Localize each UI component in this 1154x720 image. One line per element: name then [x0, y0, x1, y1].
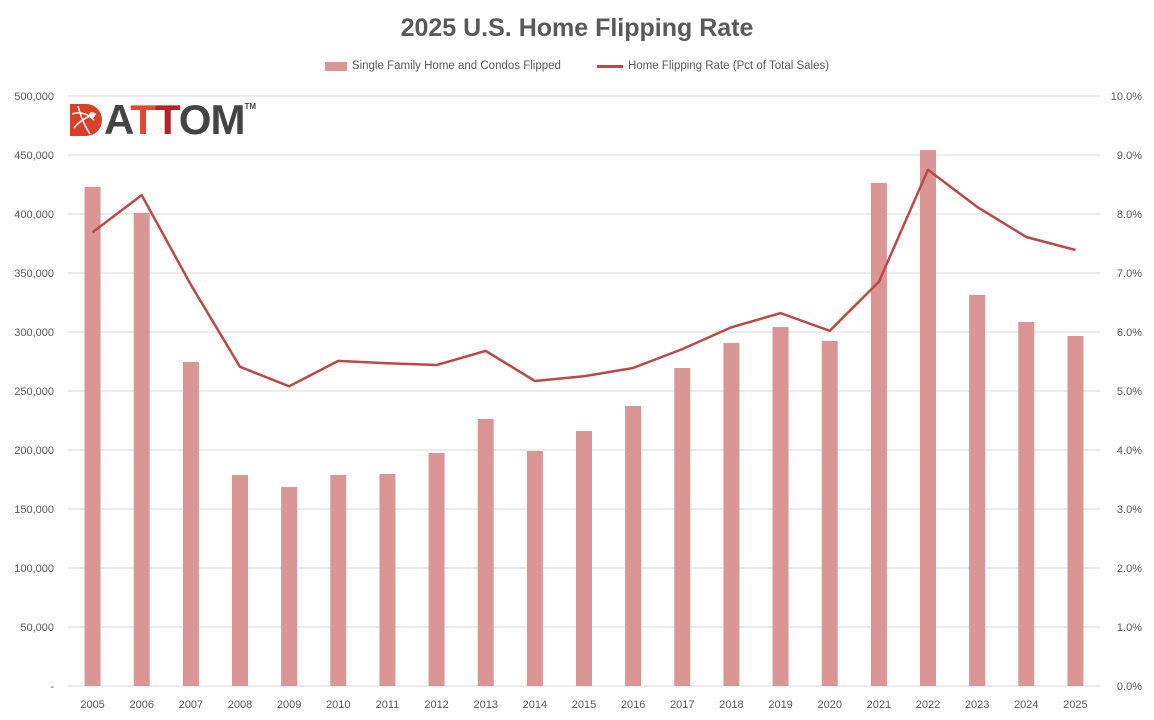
x-tick-label: 2021 — [867, 699, 891, 711]
bar — [772, 327, 789, 686]
x-tick-label: 2013 — [473, 699, 497, 711]
x-tick-label: 2020 — [817, 699, 841, 711]
y-right-tick-label: 8.0% — [1117, 209, 1142, 221]
bar — [477, 418, 494, 686]
bar — [920, 150, 936, 686]
bar — [330, 475, 347, 686]
legend: Single Family Home and Condos Flipped Ho… — [0, 60, 1154, 72]
bar — [182, 361, 199, 686]
bar — [1018, 321, 1035, 686]
y-right-tick-label: 4.0% — [1117, 445, 1142, 457]
bar — [428, 452, 445, 686]
x-tick-label: 2006 — [129, 699, 153, 711]
legend-item-line: Home Flipping Rate (Pct of Total Sales) — [596, 60, 830, 72]
bar — [723, 342, 740, 686]
y-left-tick-label: 100,000 — [14, 563, 54, 575]
legend-label-bars: Single Family Home and Condos Flipped — [351, 60, 561, 72]
y-left-tick-label: 50,000 — [20, 622, 54, 634]
logo-globe-icon — [70, 104, 102, 136]
x-tick-label: 2014 — [523, 699, 547, 711]
y-left-tick-label: 450,000 — [14, 150, 54, 162]
y-left-tick-label: 250,000 — [14, 386, 54, 398]
y-right-tick-label: 3.0% — [1117, 504, 1142, 516]
x-tick-label: 2009 — [277, 699, 301, 711]
x-tick-label: 2025 — [1063, 699, 1087, 711]
chart-title: 2025 U.S. Home Flipping Rate — [400, 14, 754, 42]
x-tick-label: 2016 — [621, 699, 645, 711]
bar — [133, 212, 150, 686]
y-left-tick-label: 150,000 — [14, 504, 54, 516]
bar — [821, 340, 838, 686]
bar — [625, 405, 642, 686]
bar — [674, 367, 691, 686]
bar — [969, 294, 986, 686]
x-tick-label: 2015 — [572, 699, 596, 711]
y-right-tick-label: 2.0% — [1117, 563, 1142, 575]
y-right-tick-label: 10.0% — [1111, 91, 1142, 103]
x-tick-label: 2012 — [424, 699, 448, 711]
x-tick-label: 2005 — [80, 699, 104, 711]
x-tick-label: 2018 — [719, 699, 743, 711]
x-tick-label: 2024 — [1014, 699, 1038, 711]
y-right-tick-label: 5.0% — [1117, 386, 1142, 398]
legend-swatch-line — [596, 64, 623, 68]
y-right-tick-label: 1.0% — [1117, 622, 1142, 634]
legend-label-line: Home Flipping Rate (Pct of Total Sales) — [627, 60, 830, 72]
x-tick-label: 2019 — [768, 699, 792, 711]
y-right-tick-label: 6.0% — [1117, 327, 1142, 339]
x-tick-label: 2017 — [670, 699, 694, 711]
y-left-tick-label: 350,000 — [14, 268, 54, 280]
x-tick-label: 2010 — [326, 699, 350, 711]
x-tick-label: 2007 — [179, 699, 203, 711]
bar — [526, 450, 543, 686]
bar — [84, 186, 101, 687]
y-left-tick-label: - — [50, 681, 54, 693]
x-tick-label: 2008 — [228, 699, 252, 711]
y-right-tick-label: 0.0% — [1117, 681, 1142, 693]
bar — [576, 431, 592, 686]
bar — [379, 473, 396, 686]
y-right-tick-label: 7.0% — [1117, 268, 1142, 280]
y-right-tick-label: 9.0% — [1117, 150, 1142, 162]
x-tick-label: 2011 — [376, 699, 400, 711]
bar — [232, 475, 248, 686]
bar — [870, 182, 887, 686]
legend-swatch-bar — [324, 61, 347, 71]
y-left-tick-label: 500,000 — [14, 91, 54, 103]
y-left-tick-label: 400,000 — [14, 209, 54, 221]
y-left-tick-label: 200,000 — [14, 445, 54, 457]
x-tick-label: 2023 — [965, 699, 989, 711]
bar — [1067, 336, 1084, 686]
logo-trademark: TM — [244, 102, 256, 111]
x-tick-label: 2022 — [916, 699, 940, 711]
attom-logo: ATTOM TM — [68, 96, 256, 143]
bar — [281, 487, 298, 686]
y-left-tick-label: 300,000 — [14, 327, 54, 339]
legend-item-bars: Single Family Home and Condos Flipped — [324, 60, 561, 72]
logo-text: ATTOM — [104, 96, 245, 143]
